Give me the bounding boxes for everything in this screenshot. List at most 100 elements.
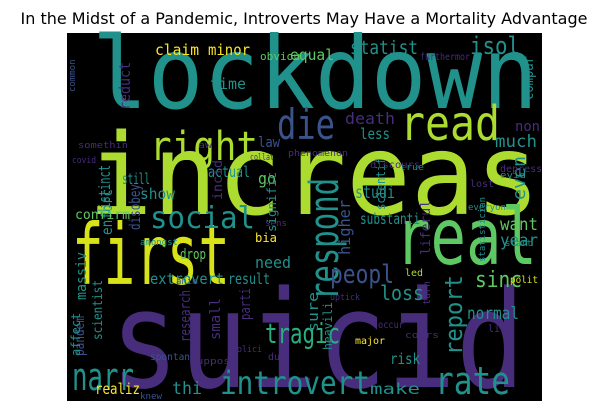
word: sinc: [475, 268, 522, 293]
word: much: [495, 132, 537, 152]
word: distinct: [95, 165, 114, 215]
word: real: [395, 193, 537, 283]
word: massiv: [74, 252, 90, 300]
word: true: [400, 163, 424, 173]
word: furthermor: [420, 52, 470, 63]
word: somethin: [78, 141, 128, 151]
word: respond: [302, 178, 348, 300]
word: covid: [72, 156, 96, 166]
word: knew: [140, 392, 163, 402]
word: aw: [198, 141, 213, 151]
word: uptick: [330, 293, 361, 303]
word: amongst: [140, 238, 178, 248]
word: studi: [355, 183, 395, 203]
word: realiz: [95, 380, 140, 398]
word: higher: [335, 200, 354, 255]
word: report: [440, 275, 468, 355]
word: due: [268, 352, 286, 363]
word: pandem: [73, 316, 88, 356]
word: common: [68, 59, 78, 92]
word: everyon: [468, 203, 506, 213]
word: lockdown: [92, 15, 538, 132]
word: claim: [155, 41, 199, 59]
word: sure: [306, 292, 322, 332]
word: narr: [72, 355, 134, 399]
word: led: [405, 268, 423, 279]
word: start: [505, 239, 532, 249]
word: normal: [467, 304, 519, 324]
word: bia: [255, 231, 277, 245]
word: thi: [172, 379, 202, 399]
word: depress: [500, 164, 542, 175]
word: suicid: [110, 262, 525, 411]
word: actual: [208, 163, 250, 181]
cloud-background: [67, 33, 542, 401]
word: statistician: [478, 197, 488, 262]
word: still: [122, 170, 150, 188]
word: rate: [435, 359, 510, 403]
word: right: [150, 124, 258, 170]
word: tragic: [265, 317, 340, 350]
word: signific: [265, 172, 279, 232]
word: make: [370, 380, 420, 398]
word: increas: [88, 111, 540, 241]
word: peopl: [330, 260, 394, 290]
word: risk: [390, 350, 420, 368]
word: major: [355, 336, 385, 347]
word: collat: [250, 153, 274, 163]
word: reduct: [116, 62, 134, 110]
word: minor: [208, 41, 250, 59]
word: show: [140, 185, 176, 203]
word: less: [360, 125, 390, 143]
word: polici: [232, 345, 262, 355]
word: loss: [380, 281, 424, 305]
word: discours: [370, 160, 420, 171]
word: read: [400, 96, 500, 152]
word: suppos: [190, 357, 230, 367]
word: year: [500, 231, 538, 251]
word: die: [277, 100, 335, 149]
word: incid: [211, 160, 226, 200]
word: substanti: [360, 210, 420, 228]
word: scientif: [374, 158, 388, 210]
word: extrovert: [150, 270, 224, 288]
word: parti: [238, 288, 254, 320]
word: even: [509, 156, 530, 200]
word: non: [515, 119, 540, 135]
word: spontan: [150, 352, 190, 363]
word: go: [258, 169, 276, 188]
word: social: [150, 201, 255, 236]
chart-title: In the Midst of a Pandemic, Introverts M…: [21, 9, 588, 28]
word: result: [228, 270, 270, 288]
word: statist: [350, 37, 418, 59]
word: polit: [510, 275, 538, 286]
word: need: [255, 253, 291, 272]
word: heavili: [321, 302, 335, 350]
word: obviou: [260, 50, 300, 63]
word: compar: [521, 56, 537, 100]
word: occur: [378, 320, 404, 331]
word: enforc: [98, 189, 116, 235]
word: anim: [176, 277, 198, 287]
word: confirm: [75, 208, 130, 223]
word: law: [258, 135, 280, 151]
word: scientist: [91, 280, 106, 340]
word: affect: [69, 313, 83, 356]
word: cours: [405, 331, 439, 341]
word: time: [210, 75, 246, 93]
word: death: [345, 109, 395, 128]
word: turn: [422, 281, 433, 305]
word: sens: [265, 219, 287, 229]
word: disobey: [126, 184, 144, 230]
word: evid: [500, 171, 526, 181]
word: drop: [180, 247, 206, 263]
word: isol: [470, 32, 520, 60]
word: live: [488, 324, 512, 335]
word: phenomenon: [288, 149, 348, 159]
word: liferul: [419, 200, 434, 255]
word: want: [500, 215, 538, 235]
word: research: [178, 290, 194, 342]
word: introvert: [220, 364, 370, 402]
